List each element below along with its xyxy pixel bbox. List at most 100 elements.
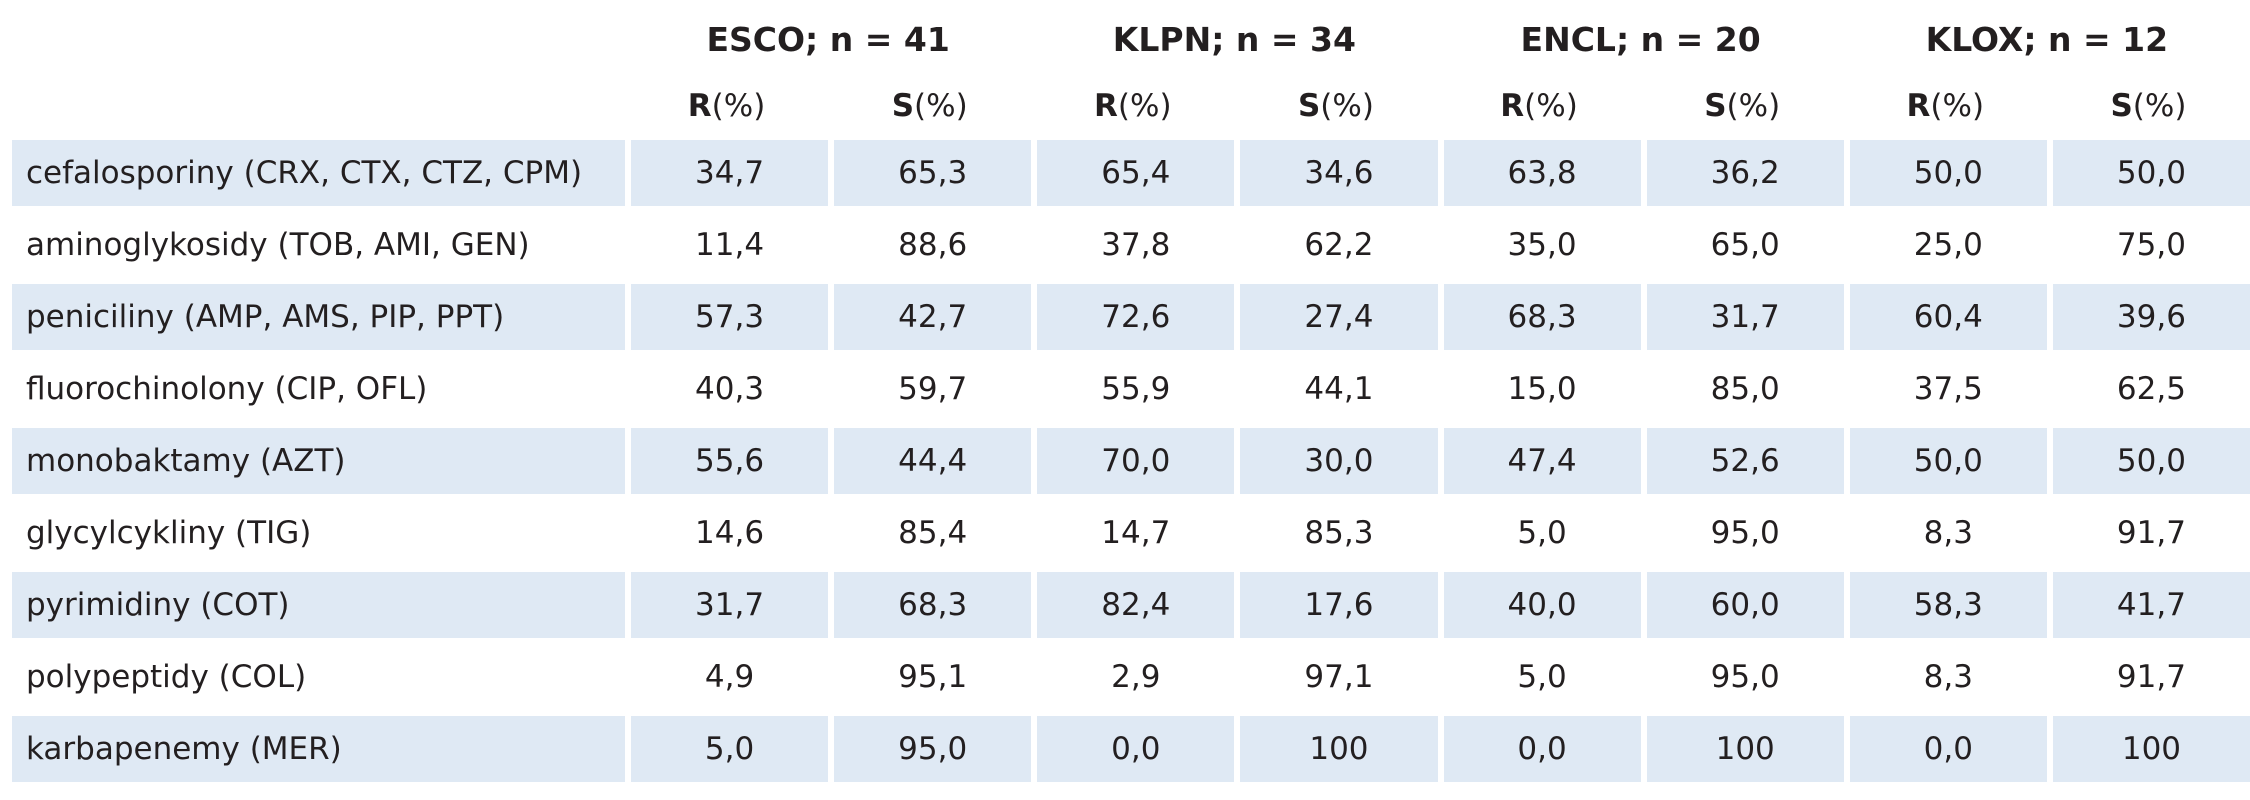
value-cell: 47,4 [1443, 428, 1641, 494]
value-cell: 95,0 [1710, 515, 1780, 551]
value-cell: 4,9 [704, 659, 755, 695]
value-cell: 50,0 [1849, 140, 2047, 206]
value-cell: 100 [1646, 716, 1844, 782]
row-label: glycylcykliny (TIG) [26, 515, 312, 551]
table-row: cefalosporiny (CRX, CTX, CTZ, CPM) 34,7 … [0, 140, 2250, 212]
value-cell: 70,0 [1037, 428, 1235, 494]
value-cell: 95,0 [1710, 659, 1780, 695]
value-cell: 68,3 [834, 572, 1032, 638]
value-cell: 60,0 [1646, 572, 1844, 638]
value-cell: 14,7 [1101, 515, 1171, 551]
table-row: pyrimidiny (COT) 31,7 68,3 82,4 17,6 40,… [0, 572, 2250, 644]
value-cell: 30,0 [1240, 428, 1438, 494]
row-label: karbapenemy (MER) [12, 716, 625, 782]
value-cell: 34,6 [1240, 140, 1438, 206]
value-cell: 40,0 [1443, 572, 1641, 638]
subheader-s-klox: S (%) [2047, 78, 2250, 134]
value-cell: 40,3 [695, 371, 765, 407]
subheader-unit: (%) [1930, 88, 1985, 124]
value-cell: 35,0 [1507, 227, 1577, 263]
value-cell: 55,6 [631, 428, 829, 494]
table-row: aminoglykosidy (TOB, AMI, GEN) 11,4 88,6… [0, 212, 2250, 284]
subheader-s-letter: S [2110, 88, 2133, 124]
value-cell: 65,3 [834, 140, 1032, 206]
subheader-s-letter: S [891, 88, 915, 124]
row-label: fluorochinolony (CIP, OFL) [26, 371, 428, 407]
subheader-unit: (%) [1117, 88, 1172, 124]
subheader-unit: (%) [2132, 88, 2187, 124]
value-cell: 37,5 [1913, 371, 1983, 407]
subheader-spacer [0, 78, 625, 134]
value-cell: 65,0 [1710, 227, 1780, 263]
value-cell: 62,5 [2116, 371, 2186, 407]
value-cell: 55,9 [1101, 371, 1171, 407]
value-cell: 5,0 [631, 716, 829, 782]
subheader-unit: (%) [914, 88, 968, 124]
subheader-s-esco: S (%) [828, 78, 1031, 134]
value-cell: 88,6 [898, 227, 968, 263]
value-cell: 58,3 [1849, 572, 2047, 638]
row-label: aminoglykosidy (TOB, AMI, GEN) [26, 227, 530, 263]
row-label: peniciliny (AMP, AMS, PIP, PPT) [12, 284, 625, 350]
value-cell: 39,6 [2052, 284, 2250, 350]
value-cell: 85,0 [1710, 371, 1780, 407]
header-spacer [0, 8, 625, 70]
value-cell: 42,7 [834, 284, 1032, 350]
value-cell: 75,0 [2116, 227, 2186, 263]
value-cell: 5,0 [1517, 515, 1567, 551]
group-header-klpn: KLPN; n = 34 [1112, 19, 1356, 59]
value-cell: 62,2 [1304, 227, 1374, 263]
subheader-r-letter: R [687, 88, 712, 124]
subheader-s-encl: S (%) [1641, 78, 1844, 134]
table-row: monobaktamy (AZT) 55,6 44,4 70,0 30,0 47… [0, 428, 2250, 500]
subheader-row: R (%) S (%) R (%) S (%) R (%) S (%) R (%… [0, 78, 2250, 134]
value-cell: 95,0 [834, 716, 1032, 782]
subheader-r-encl: R (%) [1438, 78, 1641, 134]
value-cell: 14,6 [695, 515, 765, 551]
value-cell: 8,3 [1923, 659, 1973, 695]
value-cell: 57,3 [631, 284, 829, 350]
subheader-unit: (%) [711, 88, 766, 124]
subheader-unit: (%) [1320, 88, 1374, 124]
group-header-encl: ENCL; n = 20 [1520, 19, 1761, 59]
value-cell: 37,8 [1101, 227, 1171, 263]
value-cell: 50,0 [2052, 428, 2250, 494]
value-cell: 97,1 [1304, 659, 1374, 695]
row-label: monobaktamy (AZT) [12, 428, 625, 494]
value-cell: 31,7 [631, 572, 829, 638]
value-cell: 91,7 [2116, 659, 2186, 695]
table-row: fluorochinolony (CIP, OFL) 40,3 59,7 55,… [0, 356, 2250, 428]
table-row: peniciliny (AMP, AMS, PIP, PPT) 57,3 42,… [0, 284, 2250, 356]
value-cell: 36,2 [1646, 140, 1844, 206]
subheader-s-klpn: S (%) [1234, 78, 1437, 134]
group-header-row: ESCO; n = 41 KLPN; n = 34 ENCL; n = 20 K… [0, 8, 2250, 70]
value-cell: 34,7 [631, 140, 829, 206]
value-cell: 59,7 [898, 371, 968, 407]
subheader-s-letter: S [1297, 88, 1321, 124]
value-cell: 95,1 [898, 659, 968, 695]
value-cell: 50,0 [1849, 428, 2047, 494]
subheader-r-letter: R [1094, 88, 1118, 124]
value-cell: 27,4 [1240, 284, 1438, 350]
value-cell: 5,0 [1517, 659, 1567, 695]
table-row: glycylcykliny (TIG) 14,6 85,4 14,7 85,3 … [0, 500, 2250, 572]
value-cell: 11,4 [695, 227, 765, 263]
subheader-r-letter: R [1906, 88, 1931, 124]
value-cell: 60,4 [1849, 284, 2047, 350]
value-cell: 85,4 [898, 515, 968, 551]
value-cell: 2,9 [1111, 659, 1161, 695]
value-cell: 100 [1240, 716, 1438, 782]
subheader-unit: (%) [1726, 88, 1781, 124]
value-cell: 17,6 [1240, 572, 1438, 638]
value-cell: 68,3 [1443, 284, 1641, 350]
group-header-klox: KLOX; n = 12 [1925, 19, 2169, 59]
subheader-r-klox: R (%) [1844, 78, 2047, 134]
value-cell: 91,7 [2116, 515, 2186, 551]
value-cell: 41,7 [2052, 572, 2250, 638]
value-cell: 100 [2052, 716, 2250, 782]
value-cell: 63,8 [1443, 140, 1641, 206]
value-cell: 44,1 [1304, 371, 1374, 407]
group-header-esco: ESCO; n = 41 [706, 19, 950, 59]
subheader-r-klpn: R (%) [1031, 78, 1234, 134]
